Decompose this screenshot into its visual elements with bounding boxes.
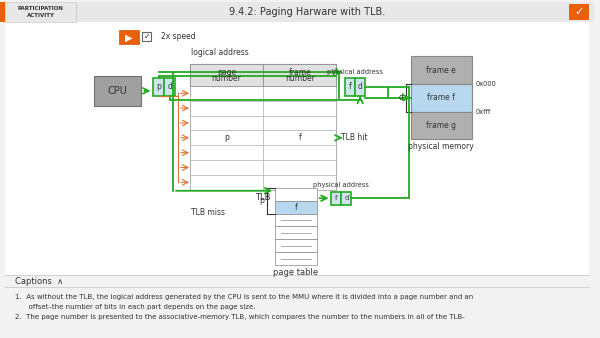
Bar: [154, 78, 164, 96]
Bar: [190, 64, 263, 86]
Bar: [355, 78, 365, 96]
Text: p: p: [224, 133, 229, 142]
Text: ✓: ✓: [574, 7, 584, 17]
Text: p: p: [259, 196, 263, 205]
Text: TLB: TLB: [256, 193, 271, 202]
Bar: [275, 252, 317, 265]
Bar: [346, 78, 355, 96]
Bar: [569, 4, 589, 20]
Bar: [341, 192, 351, 204]
Bar: [263, 64, 337, 86]
Bar: [331, 192, 341, 204]
Text: f: f: [298, 133, 301, 142]
Text: number: number: [285, 74, 315, 83]
Bar: [263, 101, 337, 116]
Bar: [263, 160, 337, 175]
Text: 0xfff: 0xfff: [476, 108, 491, 115]
Bar: [190, 160, 263, 175]
Text: frame f: frame f: [427, 93, 455, 102]
Text: 0x000: 0x000: [476, 81, 497, 87]
Bar: [190, 130, 263, 145]
Text: TLB miss: TLB miss: [191, 208, 225, 217]
Bar: [275, 188, 317, 201]
Text: 2x speed: 2x speed: [161, 32, 196, 41]
Bar: [275, 239, 317, 252]
Bar: [263, 86, 337, 101]
Text: TLB hit: TLB hit: [341, 133, 368, 142]
Text: CPU: CPU: [108, 86, 128, 96]
Bar: [275, 226, 317, 239]
Bar: [263, 175, 337, 190]
Text: logical address: logical address: [191, 48, 248, 57]
Bar: [190, 101, 263, 116]
Text: page: page: [217, 68, 236, 76]
Text: ACTIVITY: ACTIVITY: [26, 13, 55, 18]
Bar: [190, 175, 263, 190]
Text: Captions  ∧: Captions ∧: [15, 277, 63, 286]
Bar: [410, 84, 472, 112]
Bar: [190, 145, 263, 160]
Bar: [410, 112, 472, 139]
Text: page table: page table: [273, 268, 319, 277]
Text: number: number: [212, 74, 242, 83]
Bar: [190, 64, 337, 190]
Bar: [5, 275, 589, 336]
Text: ▶: ▶: [125, 32, 133, 42]
Bar: [190, 86, 263, 101]
Text: 1.  As without the TLB, the logical address generated by the CPU is sent to the : 1. As without the TLB, the logical addre…: [15, 294, 473, 300]
Bar: [275, 214, 317, 226]
Bar: [263, 116, 337, 130]
Bar: [410, 56, 472, 84]
Text: 2.  The page number is presented to the associative-memory TLB, which compares t: 2. The page number is presented to the a…: [15, 314, 464, 320]
Bar: [142, 32, 151, 41]
Text: physical address: physical address: [313, 182, 370, 188]
Bar: [94, 76, 142, 106]
Text: offset–the number of bits in each part depends on the page size.: offset–the number of bits in each part d…: [15, 304, 256, 310]
Text: ✓: ✓: [144, 32, 150, 41]
Text: d: d: [167, 82, 172, 91]
Text: frame e: frame e: [427, 66, 456, 75]
Text: d: d: [358, 82, 362, 91]
Text: f: f: [349, 82, 352, 91]
Bar: [263, 130, 337, 145]
Text: f: f: [335, 195, 338, 201]
Bar: [164, 78, 175, 96]
Bar: [5, 22, 589, 275]
Text: physical address: physical address: [327, 69, 383, 75]
Text: physical memory: physical memory: [409, 142, 474, 151]
Bar: [190, 116, 263, 130]
Text: PARTICIPATION: PARTICIPATION: [17, 6, 64, 11]
Bar: [0, 2, 5, 22]
Bar: [275, 201, 317, 214]
Text: d: d: [344, 195, 349, 201]
Text: 9.4.2: Paging Harware with TLB.: 9.4.2: Paging Harware with TLB.: [229, 7, 385, 17]
Text: p: p: [157, 82, 161, 91]
Bar: [0, 2, 594, 22]
Text: f: f: [295, 202, 297, 212]
Bar: [119, 30, 139, 44]
Text: frame g: frame g: [427, 121, 457, 130]
Text: frame: frame: [289, 68, 311, 76]
Bar: [5, 2, 76, 22]
Bar: [263, 145, 337, 160]
Text: d: d: [398, 93, 403, 102]
